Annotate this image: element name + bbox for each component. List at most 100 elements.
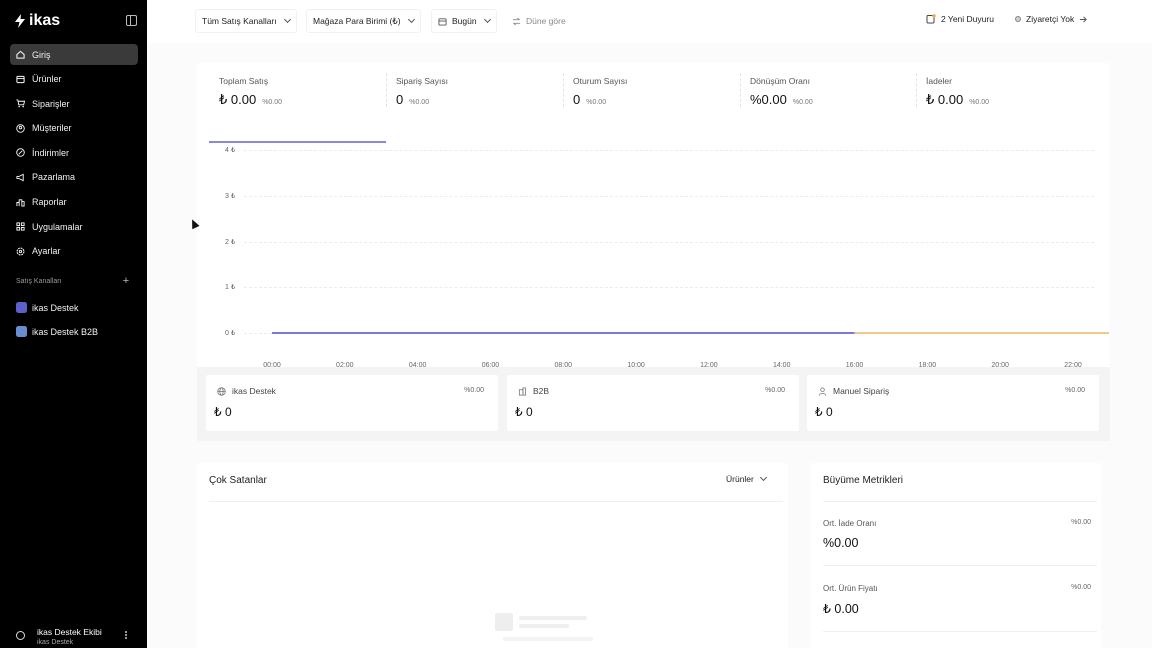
x-tick-label: 10:00 [627,362,645,369]
stat-total-sales[interactable]: Toplam Satış ₺ 0.00 %0.00 [209,73,386,123]
filter-label: Düne göre [526,16,566,26]
stat-change: %0.00 [969,99,990,106]
chevron-down-icon [283,15,291,24]
growth-metrics-panel: Büyüme Metrikleri Ort. İade Oranı %0.00 … [811,463,1101,648]
date-filter[interactable]: Bugün [431,9,497,33]
compare-filter[interactable]: Düne göre [505,9,573,33]
stat-value: 0 [396,92,404,107]
sidebar-item-apps[interactable]: Uygulamalar [10,216,138,237]
stat-value: ₺ 0.00 [926,92,964,107]
x-tick-label: 20:00 [991,362,1009,369]
profile-name: ikas Destek Ekibi [37,627,102,637]
more-options-icon[interactable] [125,631,127,639]
sidebar-collapse-icon[interactable] [126,15,137,26]
visitors-button[interactable]: Ziyaretçi Yok [1015,14,1088,24]
brand-logo[interactable]: ikas [14,12,60,30]
stat-change: %0.00 [586,99,607,106]
metric-change: %0.00 [1071,519,1091,526]
best-sellers-select[interactable]: Ürünler [726,473,767,484]
sidebar-item-discounts[interactable]: İndirimler [10,142,138,163]
divider [740,73,741,107]
building-icon [518,387,527,396]
stat-label: Toplam Satış [219,76,269,86]
visitors-label: Ziyaretçi Yok [1026,14,1075,24]
sidebar-item-label: Uygulamalar [32,221,83,232]
announcements-button[interactable]: 2 Yeni Duyuru [926,14,994,24]
currency-filter[interactable]: Mağaza Para Birimi (₺) [306,9,421,33]
sidebar-item-label: Ayarlar [32,246,61,257]
swap-icon [512,17,521,25]
sidebar-item-reports[interactable]: Raporlar [10,192,138,213]
status-dot-icon [1015,16,1021,22]
stat-order-count[interactable]: Sipariş Sayısı 0 %0.00 [386,73,563,123]
sidebar-item-label: Raporlar [32,197,67,208]
channel-card-manual-order[interactable]: Manuel Sipariş %0.00 ₺ 0 [807,375,1099,431]
user-profile[interactable]: ikas Destek Ekibi ikas Destek [0,620,147,648]
top-bar: Tüm Satış Kanalları Mağaza Para Birimi (… [147,0,1152,43]
divider [823,565,1097,566]
stat-conversion-rate[interactable]: Dönüşüm Oranı %0.00 %0.00 [740,73,917,123]
sidebar-channel-ikas-destek[interactable]: ikas Destek [16,302,79,313]
stat-value: 0 [573,92,581,107]
sidebar-item-label: Ürünler [32,74,62,85]
sidebar-item-label: Müşteriler [32,123,72,134]
metric-label: Ort. Ürün Fiyatı [823,584,878,593]
bolt-icon [15,14,25,28]
sidebar-item-orders[interactable]: Siparişler [10,93,138,114]
stat-label: Dönüşüm Oranı [750,76,810,86]
chart-gridline [244,287,1094,289]
card-change: %0.00 [1065,387,1085,394]
grid-icon [16,222,25,231]
sales-overview-panel: Toplam Satış ₺ 0.00 %0.00 Sipariş Sayısı … [197,63,1109,393]
card-change: %0.00 [464,387,484,394]
metric-label: Ort. İade Oranı [823,519,877,528]
channel-cards: ikas Destek %0.00 ₺ 0 B2B %0.00 ₺ 0 Manu… [197,367,1110,441]
channel-card-b2b[interactable]: B2B %0.00 ₺ 0 [507,375,799,431]
add-channel-icon[interactable]: + [122,275,130,287]
metric-value: ₺ 0.00 [823,602,859,616]
card-value: ₺ 0 [214,405,232,419]
stat-value: ₺ 0.00 [219,92,257,107]
sidebar-item-settings[interactable]: Ayarlar [10,241,138,262]
arrow-right-icon [1080,15,1088,23]
stat-session-count[interactable]: Oturum Sayısı 0 %0.00 [563,73,740,123]
home-icon [16,50,25,59]
card-label: ikas Destek [232,386,276,396]
stat-value: %0.00 [750,92,787,107]
divider [386,73,387,107]
sidebar: ikas Giriş Ürünler Siparişler Müşteriler… [0,0,147,648]
stat-change: %0.00 [409,99,430,106]
x-tick-label: 22:00 [1064,362,1082,369]
chart-gridline [244,150,1094,151]
sales-channel-filter[interactable]: Tüm Satış Kanalları [195,9,297,33]
sales-line-chart: 4 ₺ 3 ₺ 2 ₺ 1 ₺ 0 ₺ 00:00 02:00 04:00 06:00 08:00… [197,143,1109,378]
x-tick-label: 16:00 [845,362,864,369]
channel-label: ikas Destek B2B [32,326,99,337]
divider [916,73,917,107]
channel-card-ikas-destek[interactable]: ikas Destek %0.00 ₺ 0 [206,375,498,431]
megaphone-icon [16,173,24,182]
sidebar-item-marketing[interactable]: Pazarlama [10,167,138,188]
sidebar-channel-ikas-destek-b2b[interactable]: ikas Destek B2B [16,326,98,337]
calendar-icon [438,17,447,26]
x-tick-label: 02:00 [336,362,354,369]
metric-value: %0.00 [823,536,859,550]
sidebar-item-home[interactable]: Giriş [10,44,138,65]
sidebar-item-customers[interactable]: Müşteriler [10,118,138,139]
x-tick-label: 08:00 [554,362,573,369]
x-tick-label: 14:00 [772,362,791,369]
x-tick-label: 06:00 [481,362,500,369]
discount-icon [16,148,25,158]
y-tick-label: 4 ₺ [225,147,236,154]
filter-label: Tüm Satış Kanalları [202,16,277,26]
divider [823,501,1097,502]
stat-label: Oturum Sayısı [573,76,628,86]
stat-returns[interactable]: İadeler ₺ 0.00 %0.00 [916,73,1093,123]
metric-change: %0.00 [1071,584,1091,591]
x-tick-label: 18:00 [918,362,937,369]
sidebar-item-products[interactable]: Ürünler [10,69,138,90]
chart-gridline [244,241,1094,243]
stat-label: İadeler [926,76,952,86]
building-icon [16,326,27,337]
empty-state-placeholder [495,613,615,648]
